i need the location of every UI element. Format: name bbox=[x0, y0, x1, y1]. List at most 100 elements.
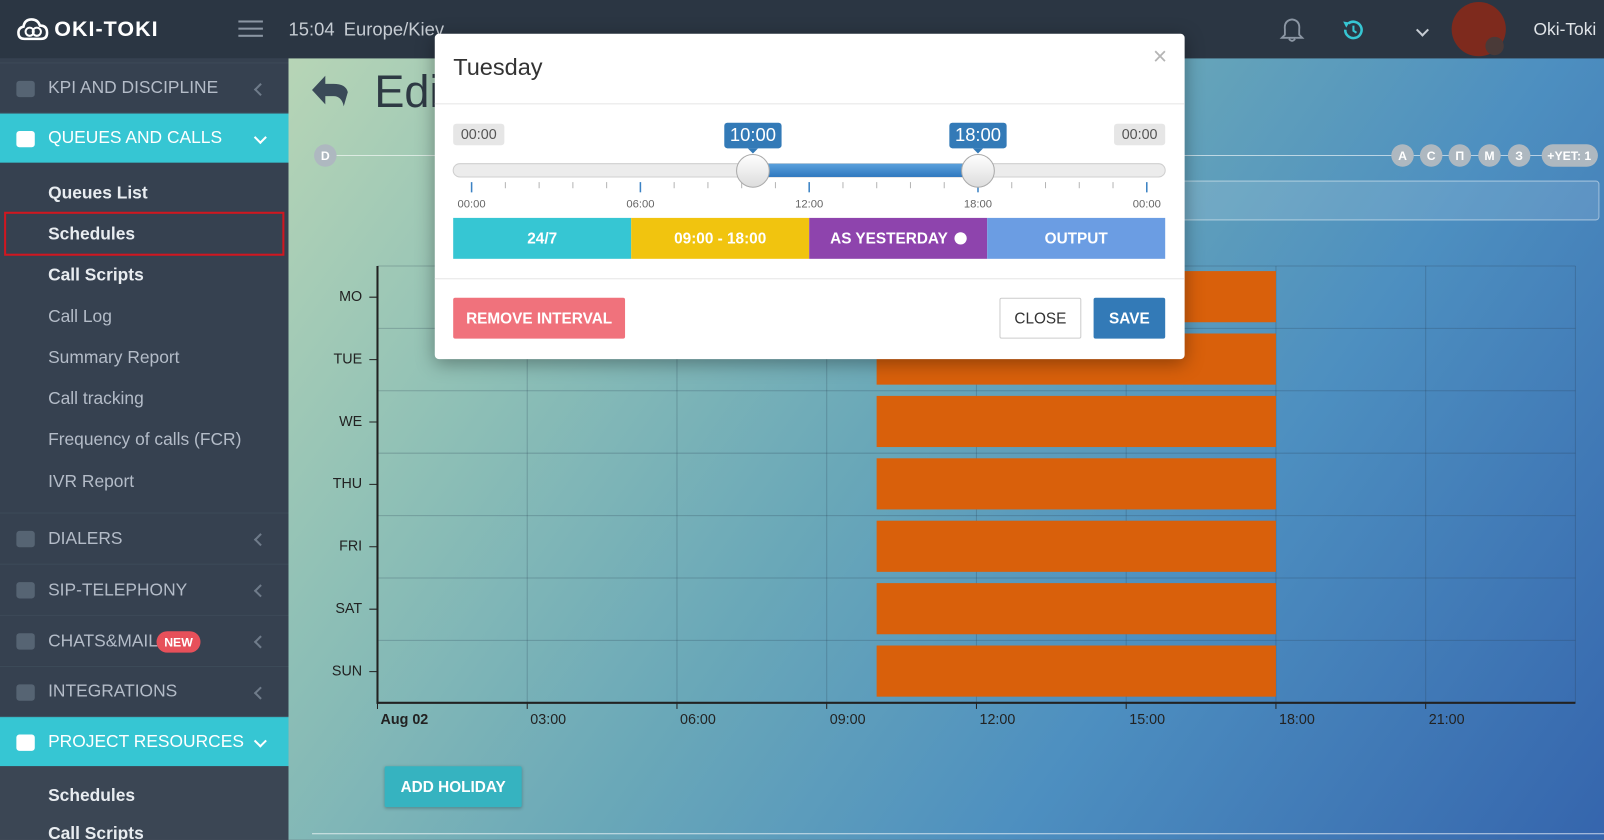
menu-group[interactable]: SIP-TELEPHONY bbox=[0, 563, 289, 615]
filter-chip[interactable] bbox=[1419, 144, 1443, 167]
modal-footer-rule bbox=[434, 278, 1185, 280]
logo[interactable]: OKI-TOKI bbox=[54, 17, 159, 41]
notifications-icon[interactable] bbox=[1279, 16, 1306, 43]
menu-group-label: SIP-TELEPHONY bbox=[48, 579, 188, 599]
y-tick-label: TUE bbox=[334, 351, 363, 367]
slider-tick-label: 00:00 bbox=[458, 199, 486, 211]
filter-chip-label: З bbox=[1515, 149, 1523, 163]
clock: 15:04 bbox=[288, 18, 335, 40]
filter-chip[interactable] bbox=[1478, 144, 1501, 167]
slider-tick-label: 00:00 bbox=[1133, 199, 1161, 211]
modal-title: Tuesday bbox=[453, 53, 543, 81]
menu-icon bbox=[16, 734, 35, 751]
add-holiday-button[interactable]: ADD HOLIDAY bbox=[384, 766, 522, 808]
handle-label-box bbox=[949, 122, 1007, 149]
y-tick-label: SUN bbox=[332, 663, 362, 679]
slider-handle[interactable] bbox=[736, 153, 770, 188]
modal-close-icon[interactable]: × bbox=[1152, 42, 1168, 71]
close-button[interactable]: CLOSE bbox=[999, 297, 1082, 339]
back-icon[interactable] bbox=[312, 75, 348, 107]
menu-group-label: DIALERS bbox=[48, 528, 123, 548]
filter-chip-label: С bbox=[1427, 149, 1436, 163]
submenu-item[interactable]: Call Scripts bbox=[48, 823, 144, 840]
menu-toggle[interactable] bbox=[238, 20, 263, 37]
dropdown-chevron[interactable] bbox=[1415, 23, 1429, 37]
status-dot bbox=[1485, 36, 1504, 56]
submenu-item[interactable]: Call tracking bbox=[48, 388, 144, 409]
submenu-item[interactable]: Schedules bbox=[48, 224, 136, 244]
preset-button[interactable]: 09:00 - 18:00 bbox=[631, 217, 810, 259]
schedule-bar bbox=[876, 458, 1276, 510]
submenu-bg bbox=[0, 766, 289, 840]
handle-label: 18:00 bbox=[955, 124, 1001, 145]
refresh-icon[interactable] bbox=[1340, 17, 1367, 44]
handle-label-box bbox=[724, 122, 782, 149]
menu-chevron bbox=[253, 533, 267, 547]
menu-group-label: PROJECT RESOURCES bbox=[48, 731, 244, 751]
remove-interval-button[interactable]: REMOVE INTERVAL bbox=[453, 297, 626, 339]
x-tick-label: 03:00 bbox=[530, 712, 566, 728]
menu-icon bbox=[16, 80, 35, 97]
preset-button[interactable]: OUTPUT bbox=[987, 217, 1166, 259]
x-tick-label: 09:00 bbox=[830, 712, 866, 728]
range-label: 00:00 bbox=[1122, 127, 1158, 143]
slider-tick-label: 18:00 bbox=[964, 199, 992, 211]
submenu-item[interactable]: Queues List bbox=[48, 183, 148, 203]
filter-chip-label: М bbox=[1484, 149, 1494, 163]
filter-start[interactable] bbox=[314, 144, 337, 167]
slider-tick-label: 12:00 bbox=[795, 199, 823, 211]
range-label-box bbox=[1114, 123, 1166, 146]
preset-label: OUTPUT bbox=[1044, 229, 1108, 248]
x-tick-label: 06:00 bbox=[680, 712, 716, 728]
menu-icon bbox=[16, 582, 35, 599]
filter-chip[interactable] bbox=[1391, 144, 1414, 167]
menu-icon bbox=[16, 683, 35, 701]
slider-tick-label: 06:00 bbox=[626, 199, 654, 211]
x-tick-label: 12:00 bbox=[980, 712, 1016, 728]
input-box[interactable] bbox=[1175, 180, 1600, 221]
user-name[interactable]: Oki-Toki bbox=[1533, 19, 1597, 39]
save-button[interactable]: SAVE bbox=[1093, 297, 1166, 339]
menu-group[interactable]: INTEGRATIONS bbox=[0, 665, 289, 717]
menu-icon bbox=[16, 633, 35, 650]
sidebar: KPI AND DISCIPLINE QUEUES AND CALLS DIALER… bbox=[0, 58, 289, 840]
menu-group[interactable]: CHATS&MAIL NEW bbox=[0, 614, 289, 666]
schedule-bar bbox=[876, 583, 1276, 635]
help-icon bbox=[953, 232, 967, 245]
submenu-item[interactable]: Schedules bbox=[48, 785, 136, 806]
menu-group[interactable]: DIALERS bbox=[0, 512, 289, 564]
filter-chip[interactable] bbox=[1541, 144, 1598, 167]
modal-header-rule bbox=[434, 103, 1185, 105]
submenu-item[interactable]: IVR Report bbox=[48, 471, 135, 492]
slider-track bbox=[452, 163, 1166, 178]
page-title: Edi bbox=[374, 66, 439, 117]
filter-chip-label: П bbox=[1455, 149, 1464, 163]
submenu-item[interactable]: Call Scripts bbox=[48, 264, 144, 285]
filter-chip[interactable] bbox=[1448, 144, 1472, 167]
submenu-item[interactable]: Call Log bbox=[48, 306, 112, 327]
menu-group-label: QUEUES AND CALLS bbox=[48, 127, 223, 148]
y-tick-label: MO bbox=[339, 289, 362, 305]
menu-group[interactable]: QUEUES AND CALLS bbox=[0, 112, 289, 163]
preset-button[interactable]: AS YESTERDAY bbox=[809, 217, 988, 259]
menu-icon bbox=[16, 130, 35, 147]
y-tick-label: THU bbox=[333, 476, 362, 492]
slider-handle[interactable] bbox=[961, 153, 995, 188]
preset-label: AS YESTERDAY bbox=[830, 229, 948, 248]
menu-chevron bbox=[253, 584, 267, 598]
menu-group[interactable]: KPI AND DISCIPLINE bbox=[0, 62, 289, 113]
menu-group-label: KPI AND DISCIPLINE bbox=[48, 77, 219, 98]
menu-chevron bbox=[253, 130, 267, 144]
submenu-item[interactable]: Summary Report bbox=[48, 347, 180, 368]
schedule-bar bbox=[876, 395, 1276, 448]
menu-group-label: CHATS&MAIL bbox=[48, 630, 158, 651]
x-tick-label: 21:00 bbox=[1429, 712, 1465, 728]
menu-chevron bbox=[253, 686, 267, 700]
preset-button[interactable]: 24/7 bbox=[453, 217, 632, 259]
handle-label-pointer bbox=[747, 148, 759, 154]
menu-group[interactable]: PROJECT RESOURCES bbox=[0, 716, 289, 767]
submenu-item[interactable]: Frequency of calls (FCR) bbox=[48, 429, 242, 450]
filter-chip-label: +YET: 1 bbox=[1547, 149, 1591, 163]
filter-chip[interactable] bbox=[1507, 144, 1531, 167]
